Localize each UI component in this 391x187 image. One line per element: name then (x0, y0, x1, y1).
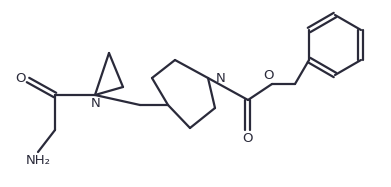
Text: O: O (243, 133, 253, 145)
Text: N: N (216, 71, 226, 85)
Text: O: O (16, 71, 26, 85)
Text: N: N (91, 96, 101, 110)
Text: O: O (264, 68, 274, 82)
Text: NH₂: NH₂ (25, 154, 50, 166)
